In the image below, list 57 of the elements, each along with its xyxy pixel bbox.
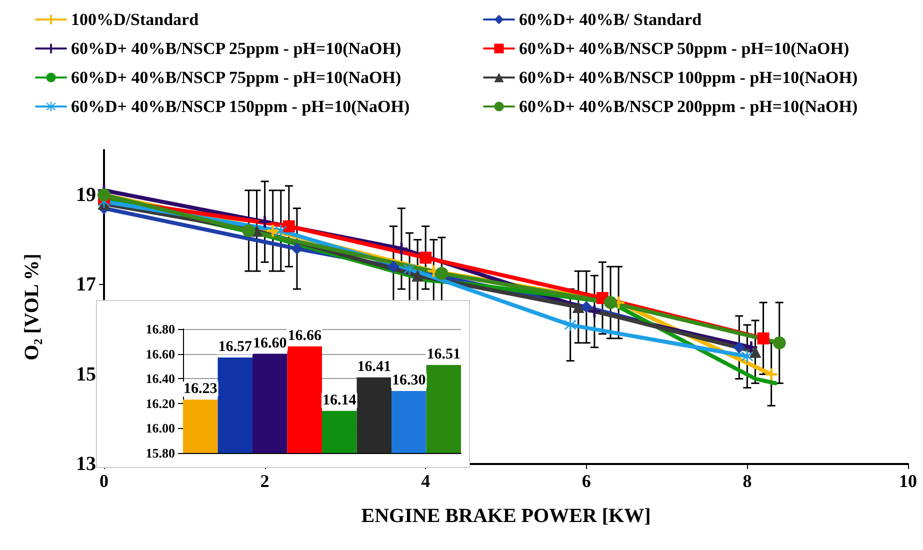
data-label: 16.14 <box>322 392 357 408</box>
data-label: 16.51 <box>426 346 460 362</box>
data-label: 16.23 <box>184 381 218 398</box>
point <box>258 216 271 228</box>
legend-label: 100%D/Standard <box>71 10 200 29</box>
legend-label: 60%D+ 40%B/NSCP 100ppm - pH=10(NaOH) <box>519 68 858 87</box>
data-label: 16.60 <box>253 335 287 352</box>
point <box>274 224 287 237</box>
point <box>387 260 400 273</box>
point <box>604 296 618 310</box>
point <box>741 350 754 362</box>
x-axis-title: ENGINE BRAKE POWER [KW] <box>361 505 651 527</box>
data-label: 16.30 <box>392 372 426 388</box>
x-tick-label: 4 <box>421 471 430 491</box>
y-tick-label: 15 <box>76 363 96 386</box>
legend-label: 60%D+ 40%B/NSCP 200ppm - pH=10(NaOH) <box>519 97 858 116</box>
point <box>757 332 770 344</box>
point <box>749 346 762 358</box>
point <box>290 242 303 255</box>
data-label: 16.66 <box>288 328 322 344</box>
y-axis-title: O₂ [VOL %] <box>21 254 43 360</box>
point <box>588 305 600 318</box>
y-tick-label: 16.20 <box>146 396 175 411</box>
y-tick-label: 19 <box>76 184 96 206</box>
y-tick-label: 13 <box>76 453 96 475</box>
point <box>772 336 786 350</box>
y-tick-label: 15.80 <box>146 446 175 460</box>
legend-label: 60%D+ 40%B/ Standard <box>519 10 702 29</box>
point <box>420 252 432 264</box>
point <box>765 368 778 380</box>
data-label: 16.57 <box>218 339 252 356</box>
legend-label: 60%D+ 40%B/NSCP 75ppm - pH=10(NaOH) <box>71 68 402 87</box>
point <box>572 301 584 313</box>
point <box>435 266 448 280</box>
x-tick-label: 10 <box>899 471 917 491</box>
point <box>282 220 295 232</box>
legend-label: 60%D+ 40%B/NSCP 25ppm - pH=10(NaOH) <box>71 39 402 58</box>
point <box>564 318 576 331</box>
x-tick-label: 0 <box>100 471 108 491</box>
y-tick-label: 16.80 <box>146 322 175 336</box>
point <box>266 224 279 237</box>
point <box>580 301 592 313</box>
data-label: 16.41 <box>357 358 391 375</box>
y-tick-label: 16.60 <box>146 346 175 362</box>
x-tick-label: 8 <box>742 471 752 491</box>
point <box>733 341 746 354</box>
y-tick-label: 17 <box>76 274 96 296</box>
point <box>242 224 256 238</box>
point <box>404 262 416 275</box>
legend-label: 60%D+ 40%B/NSCP 150ppm - pH=10(NaOH) <box>71 97 410 116</box>
point <box>395 242 408 255</box>
x-tick-label: 2 <box>260 471 270 491</box>
x-tick-label: 6 <box>582 471 591 491</box>
legend-label: 60%D+ 40%B/NSCP 50ppm - pH=10(NaOH) <box>519 39 850 58</box>
point <box>412 270 424 282</box>
y-tick-label: 16.00 <box>146 420 175 436</box>
y-tick-label: 16.40 <box>146 371 175 386</box>
